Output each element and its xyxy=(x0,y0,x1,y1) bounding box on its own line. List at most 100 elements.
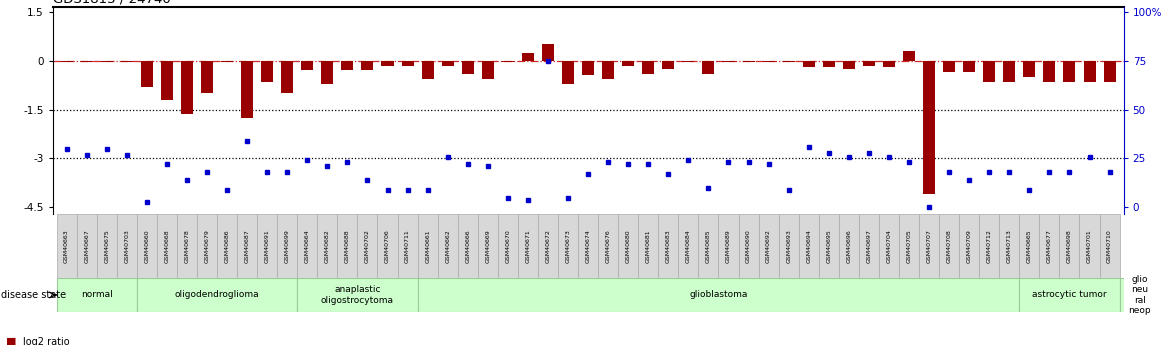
Bar xyxy=(923,61,936,194)
Bar xyxy=(603,61,614,79)
Bar xyxy=(542,45,554,61)
Bar xyxy=(357,214,377,278)
Text: GSM40712: GSM40712 xyxy=(987,229,992,263)
Text: GSM40669: GSM40669 xyxy=(485,229,491,263)
Bar xyxy=(1020,214,1040,278)
Bar xyxy=(137,278,298,312)
Bar xyxy=(899,214,919,278)
Bar xyxy=(181,61,193,115)
Text: GSM40674: GSM40674 xyxy=(585,229,591,263)
Text: GSM40678: GSM40678 xyxy=(185,229,189,263)
Text: GSM40691: GSM40691 xyxy=(265,229,270,263)
Text: GSM40670: GSM40670 xyxy=(506,229,510,263)
Bar xyxy=(758,214,779,278)
Text: GSM40708: GSM40708 xyxy=(946,229,952,263)
Text: GSM40676: GSM40676 xyxy=(606,229,611,263)
Bar xyxy=(458,214,478,278)
Bar xyxy=(843,61,855,69)
Bar xyxy=(618,214,638,278)
Bar xyxy=(81,61,92,62)
Bar xyxy=(61,61,72,62)
Text: GSM40666: GSM40666 xyxy=(465,229,471,263)
Text: anaplastic
oligostrocytoma: anaplastic oligostrocytoma xyxy=(321,285,394,305)
Bar xyxy=(1000,214,1020,278)
Bar xyxy=(802,61,815,67)
Bar xyxy=(659,214,679,278)
Bar xyxy=(97,214,117,278)
Bar xyxy=(738,214,758,278)
Text: GSM40668: GSM40668 xyxy=(165,229,169,263)
Bar xyxy=(478,214,498,278)
Bar xyxy=(77,214,97,278)
Bar xyxy=(959,214,979,278)
Bar xyxy=(257,214,277,278)
Bar xyxy=(662,61,674,69)
Bar xyxy=(141,61,153,87)
Bar xyxy=(481,61,494,79)
Bar xyxy=(858,214,878,278)
Bar xyxy=(277,214,298,278)
Bar xyxy=(1020,278,1120,312)
Text: GSM40686: GSM40686 xyxy=(224,229,230,263)
Text: GSM40695: GSM40695 xyxy=(826,229,832,263)
Bar xyxy=(983,61,995,82)
Bar xyxy=(301,61,313,70)
Bar xyxy=(217,214,237,278)
Bar xyxy=(442,61,453,66)
Text: GSM40688: GSM40688 xyxy=(345,229,350,263)
Bar xyxy=(382,61,394,66)
Bar xyxy=(1003,61,1015,82)
Text: GSM40706: GSM40706 xyxy=(385,229,390,263)
Text: GSM40711: GSM40711 xyxy=(405,229,410,263)
Text: glioblastoma: glioblastoma xyxy=(689,290,748,299)
Bar xyxy=(161,61,173,100)
Bar xyxy=(878,214,899,278)
Bar xyxy=(822,61,835,67)
Bar xyxy=(422,61,433,79)
Text: GSM40680: GSM40680 xyxy=(626,229,631,263)
Text: ■: ■ xyxy=(6,337,16,345)
Bar xyxy=(702,61,715,74)
Text: GSM40702: GSM40702 xyxy=(364,229,370,263)
Bar xyxy=(100,61,113,62)
Text: GSM40699: GSM40699 xyxy=(285,229,290,263)
Bar xyxy=(939,214,959,278)
Text: GSM40677: GSM40677 xyxy=(1047,229,1052,263)
Bar xyxy=(582,61,595,75)
Bar xyxy=(241,61,253,118)
Bar xyxy=(341,61,354,70)
Text: GSM40703: GSM40703 xyxy=(124,229,130,263)
Text: glio
neu
ral
neop: glio neu ral neop xyxy=(1128,275,1150,315)
Text: GSM40713: GSM40713 xyxy=(1007,229,1011,263)
Bar xyxy=(281,61,293,93)
Bar xyxy=(498,214,517,278)
Text: GSM40664: GSM40664 xyxy=(305,229,310,263)
Text: GSM40661: GSM40661 xyxy=(425,229,430,263)
Bar xyxy=(157,214,176,278)
Bar xyxy=(903,51,915,61)
Bar xyxy=(461,61,474,74)
Text: GSM40673: GSM40673 xyxy=(565,229,570,263)
Text: GSM40698: GSM40698 xyxy=(1066,229,1072,263)
Text: disease state: disease state xyxy=(1,290,67,300)
Text: log2 ratio: log2 ratio xyxy=(23,337,70,345)
Bar xyxy=(298,278,418,312)
Bar xyxy=(919,214,939,278)
Text: GSM40701: GSM40701 xyxy=(1087,229,1092,263)
Bar xyxy=(578,214,598,278)
Bar xyxy=(1040,214,1059,278)
Text: GSM40667: GSM40667 xyxy=(84,229,89,263)
Bar xyxy=(1023,61,1035,77)
Bar xyxy=(964,61,975,72)
Bar xyxy=(598,214,618,278)
Bar xyxy=(723,61,735,62)
Text: GSM40710: GSM40710 xyxy=(1107,229,1112,263)
Bar xyxy=(1104,61,1115,82)
Bar xyxy=(883,61,895,67)
Bar xyxy=(197,214,217,278)
Bar xyxy=(943,61,955,72)
Bar xyxy=(438,214,458,278)
Bar xyxy=(361,61,374,70)
Bar xyxy=(819,214,839,278)
Text: GSM40662: GSM40662 xyxy=(445,229,450,263)
